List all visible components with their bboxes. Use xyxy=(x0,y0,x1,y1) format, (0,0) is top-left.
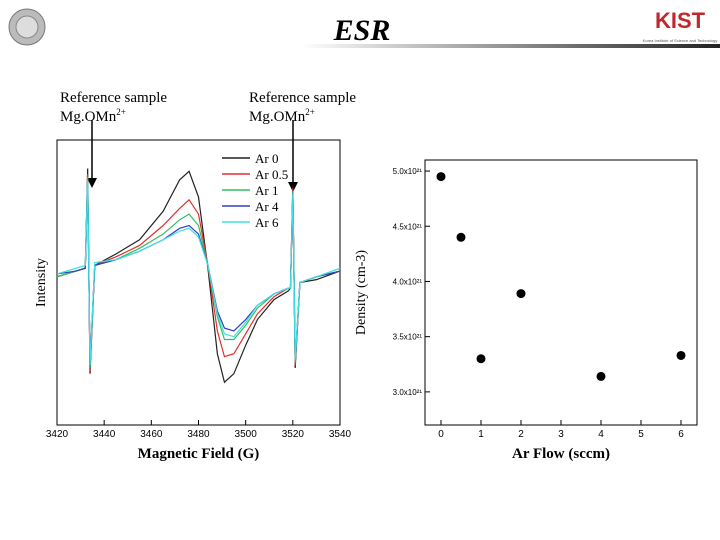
x-axis-label: Magnetic Field (G) xyxy=(138,446,260,462)
arrow-head xyxy=(87,178,97,188)
y-tick-label: 4.5x10²¹ xyxy=(393,222,423,231)
title-rule xyxy=(300,44,720,48)
annotation-sup: 2+ xyxy=(305,107,315,117)
y-axis-label: Density (cm-3) xyxy=(354,250,369,335)
plot-frame xyxy=(424,159,698,426)
annotation-line: Reference sample xyxy=(60,90,167,106)
left-logo-inner xyxy=(15,15,39,39)
scatter-point xyxy=(516,289,526,299)
y-tick-label: 4.0x10²¹ xyxy=(393,277,423,286)
x-tick-label: 3 xyxy=(558,429,564,440)
y-tick-label: 3.5x10²¹ xyxy=(393,333,423,342)
annotation-sup: 2+ xyxy=(116,107,126,117)
legend-label: Ar 1 xyxy=(255,183,278,198)
legend-label: Ar 0.5 xyxy=(255,167,288,182)
x-tick-label: 5 xyxy=(638,429,644,440)
legend-label: Ar 0 xyxy=(255,151,278,166)
y-tick-label: 5.0x10²¹ xyxy=(393,167,423,176)
x-tick-label: 3500 xyxy=(235,429,258,440)
annotation-line: Mg.OMn2+ xyxy=(60,107,126,125)
y-axis-label: Intensity xyxy=(34,258,49,307)
legend-label: Ar 4 xyxy=(255,199,279,214)
x-tick-label: 3420 xyxy=(46,429,69,440)
scatter-point xyxy=(676,350,686,360)
annotation-text: Mg.OMn xyxy=(249,109,306,125)
slide-title: ESR xyxy=(333,14,391,47)
scatter-point xyxy=(476,354,486,364)
annotation-line: Mg.OMn2+ xyxy=(249,107,315,125)
series-line xyxy=(56,177,341,369)
series-line xyxy=(56,168,341,384)
x-tick-label: 3440 xyxy=(93,429,116,440)
y-tick-label: 3.0x10²¹ xyxy=(393,388,423,397)
series-line xyxy=(56,179,341,366)
scatter-point xyxy=(596,371,606,381)
x-tick-label: 2 xyxy=(518,429,524,440)
annotation-text: Mg.OMn xyxy=(60,109,117,125)
legend-label: Ar 6 xyxy=(255,215,279,230)
kist-caption: Korea Institute of Science and Technolog… xyxy=(643,38,718,43)
x-tick-label: 1 xyxy=(478,429,484,440)
x-axis-label: Ar Flow (sccm) xyxy=(512,446,610,462)
series-line xyxy=(56,174,341,371)
scatter-point xyxy=(436,172,446,182)
scatter-point xyxy=(456,232,466,242)
annotation-line: Reference sample xyxy=(249,90,356,106)
x-tick-label: 4 xyxy=(598,429,604,440)
series-line xyxy=(56,179,341,366)
x-tick-label: 3480 xyxy=(187,429,210,440)
x-tick-label: 0 xyxy=(438,429,444,440)
x-tick-label: 3520 xyxy=(282,429,305,440)
kist-logo: KIST xyxy=(655,8,706,33)
x-tick-label: 3460 xyxy=(140,429,163,440)
x-tick-label: 3540 xyxy=(329,429,352,440)
x-tick-label: 6 xyxy=(678,429,684,440)
